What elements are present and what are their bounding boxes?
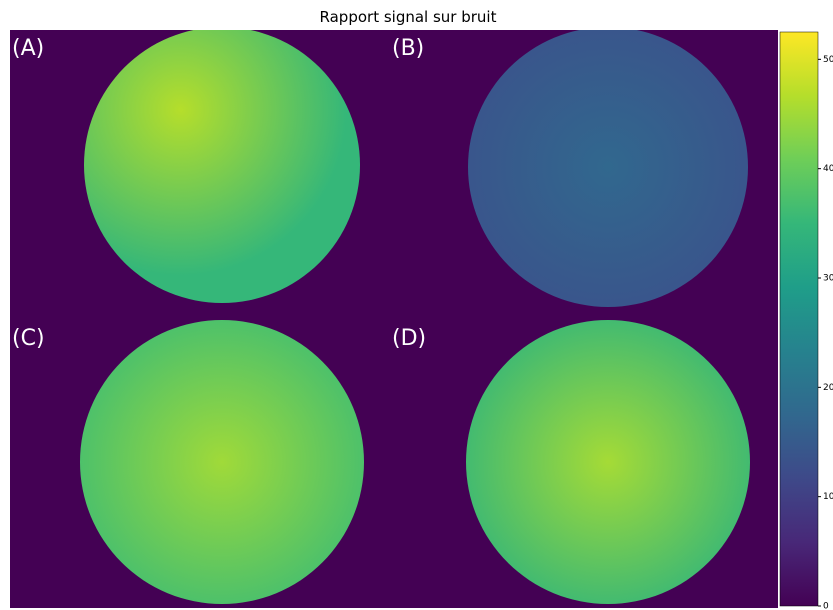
panel-label: (A): [12, 36, 44, 61]
panel-label: (C): [12, 326, 45, 351]
colorbar-tick-label: 10: [823, 492, 833, 502]
colorbar: [779, 31, 819, 607]
panel-label: (B): [392, 36, 424, 61]
panel-disc: [84, 30, 360, 303]
colorbar-tick-label: 20: [823, 383, 833, 393]
panel-disc: [468, 30, 748, 307]
panel-disc: [80, 320, 364, 604]
panel-label: (D): [392, 326, 426, 351]
colorbar-tick-label: 30: [823, 274, 833, 284]
chart-title: Rapport signal sur bruit: [320, 8, 497, 26]
colorbar-tick-label: 0: [823, 602, 829, 610]
colorbar-tick-label: 50: [823, 55, 833, 65]
colorbar-tick-label: 40: [823, 164, 833, 174]
panel-disc: [466, 320, 750, 604]
